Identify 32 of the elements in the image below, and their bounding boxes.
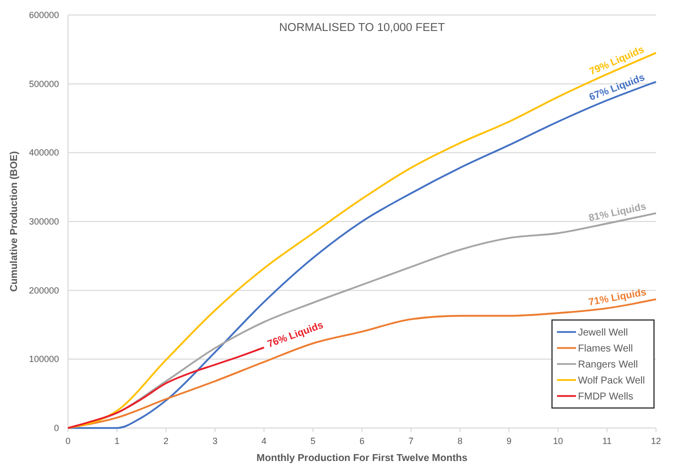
text: NORMALISED TO 10,000 FEET <box>279 22 445 34</box>
annotation: 81% Liquids <box>588 201 648 224</box>
x-tick-label: 5 <box>310 436 316 446</box>
x-tick-label: 8 <box>457 436 463 446</box>
x-tick-label: 3 <box>212 436 218 446</box>
annotation: 76% Liquids <box>266 320 326 350</box>
y-tick-label: 600000 <box>28 10 59 20</box>
x-axis-title: Monthly Production For First Twelve Months <box>256 453 468 464</box>
x-tick-label: 12 <box>650 436 662 446</box>
x-tick-label: 6 <box>359 436 365 446</box>
x-tick-label: 4 <box>261 436 267 446</box>
legend-label: Flames Well <box>578 344 633 354</box>
y-tick-label: 200000 <box>28 285 59 296</box>
x-tick-label: 9 <box>506 436 512 446</box>
x-tick-label: 0 <box>65 436 71 446</box>
y-tick-label: 500000 <box>28 78 59 89</box>
y-tick-label: 0 <box>54 423 59 433</box>
x-tick-label: 7 <box>408 436 414 446</box>
line-series <box>67 346 265 429</box>
x-tick-label: 11 <box>602 436 612 446</box>
y-tick-label: 300000 <box>28 216 59 226</box>
y-tick-label: 100000 <box>28 354 59 364</box>
legend-label: Wolf Pack Well <box>578 376 645 386</box>
legend-label: Rangers Well <box>578 360 638 370</box>
y-tick-label: 400000 <box>28 148 59 158</box>
legend-label: Jewell Well <box>578 328 628 338</box>
x-tick-label: 10 <box>552 436 564 446</box>
y-axis-title: Cumulative Production (BOE) <box>9 151 20 292</box>
x-tick-label: 1 <box>114 436 120 446</box>
legend-label: FMDP Wells <box>578 392 634 402</box>
x-tick-label: 2 <box>163 436 169 446</box>
annotation: 71% Liquids <box>588 287 648 308</box>
